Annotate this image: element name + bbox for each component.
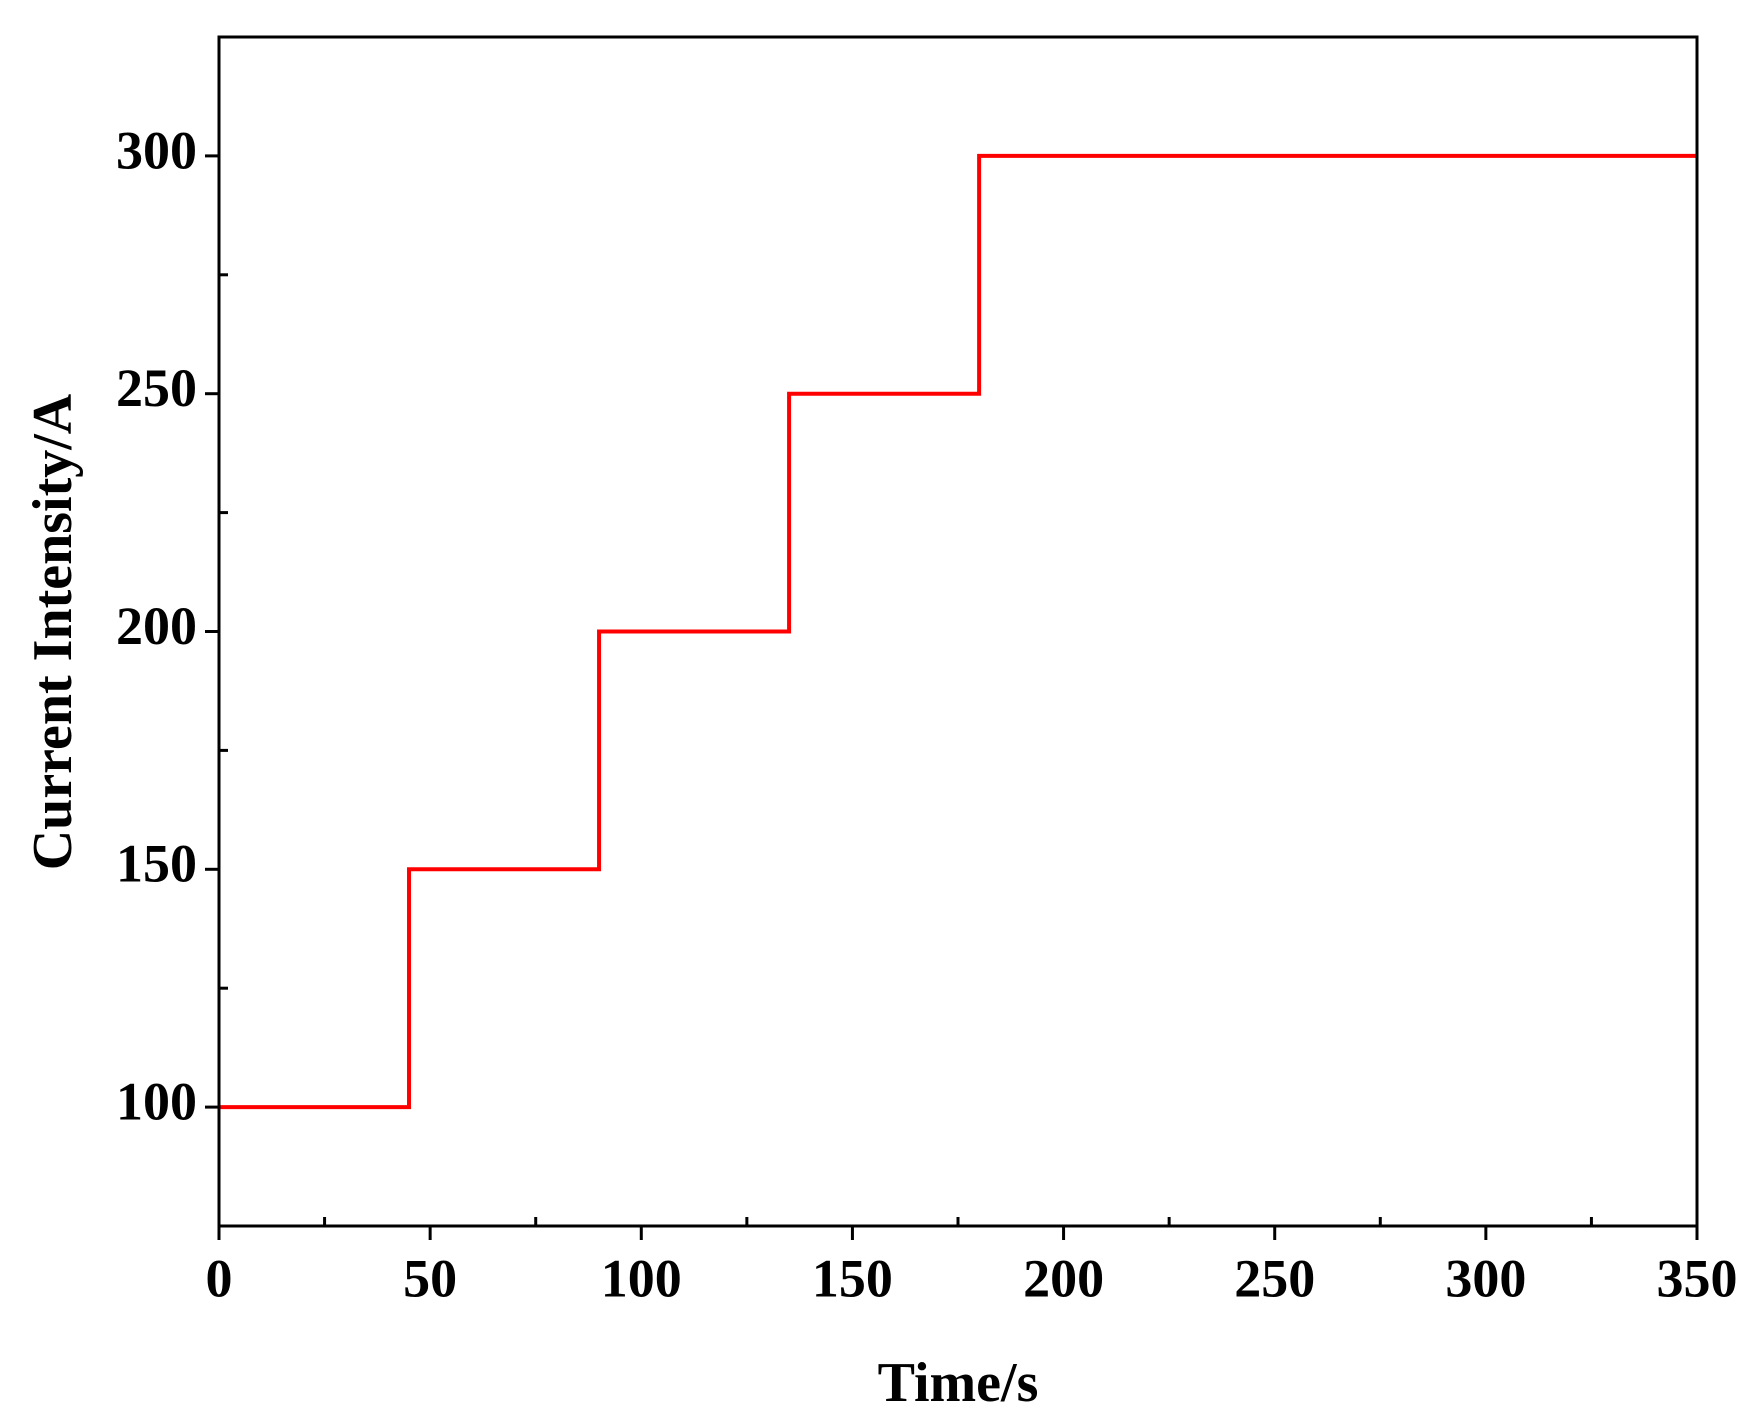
x-tick-label: 300 bbox=[1445, 1248, 1526, 1308]
y-tick-label: 150 bbox=[116, 834, 197, 894]
y-tick-label: 100 bbox=[116, 1071, 197, 1131]
x-tick-label: 100 bbox=[601, 1248, 682, 1308]
data-line bbox=[219, 153, 1697, 1110]
plot-frame bbox=[217, 35, 1699, 1228]
y-axis-title: Current Intensity/A bbox=[22, 393, 84, 870]
x-tick-label: 350 bbox=[1657, 1248, 1738, 1308]
y-tick-label: 300 bbox=[116, 120, 197, 180]
x-axis-title: Time/s bbox=[878, 1352, 1039, 1414]
y-tick-label: 250 bbox=[116, 358, 197, 418]
y-tick-label: 200 bbox=[116, 596, 197, 656]
x-tick-label: 200 bbox=[1023, 1248, 1104, 1308]
x-tick-label: 150 bbox=[812, 1248, 893, 1308]
x-tick-label: 50 bbox=[403, 1248, 457, 1308]
x-tick-label: 0 bbox=[206, 1248, 233, 1308]
x-tick-label: 250 bbox=[1234, 1248, 1315, 1308]
